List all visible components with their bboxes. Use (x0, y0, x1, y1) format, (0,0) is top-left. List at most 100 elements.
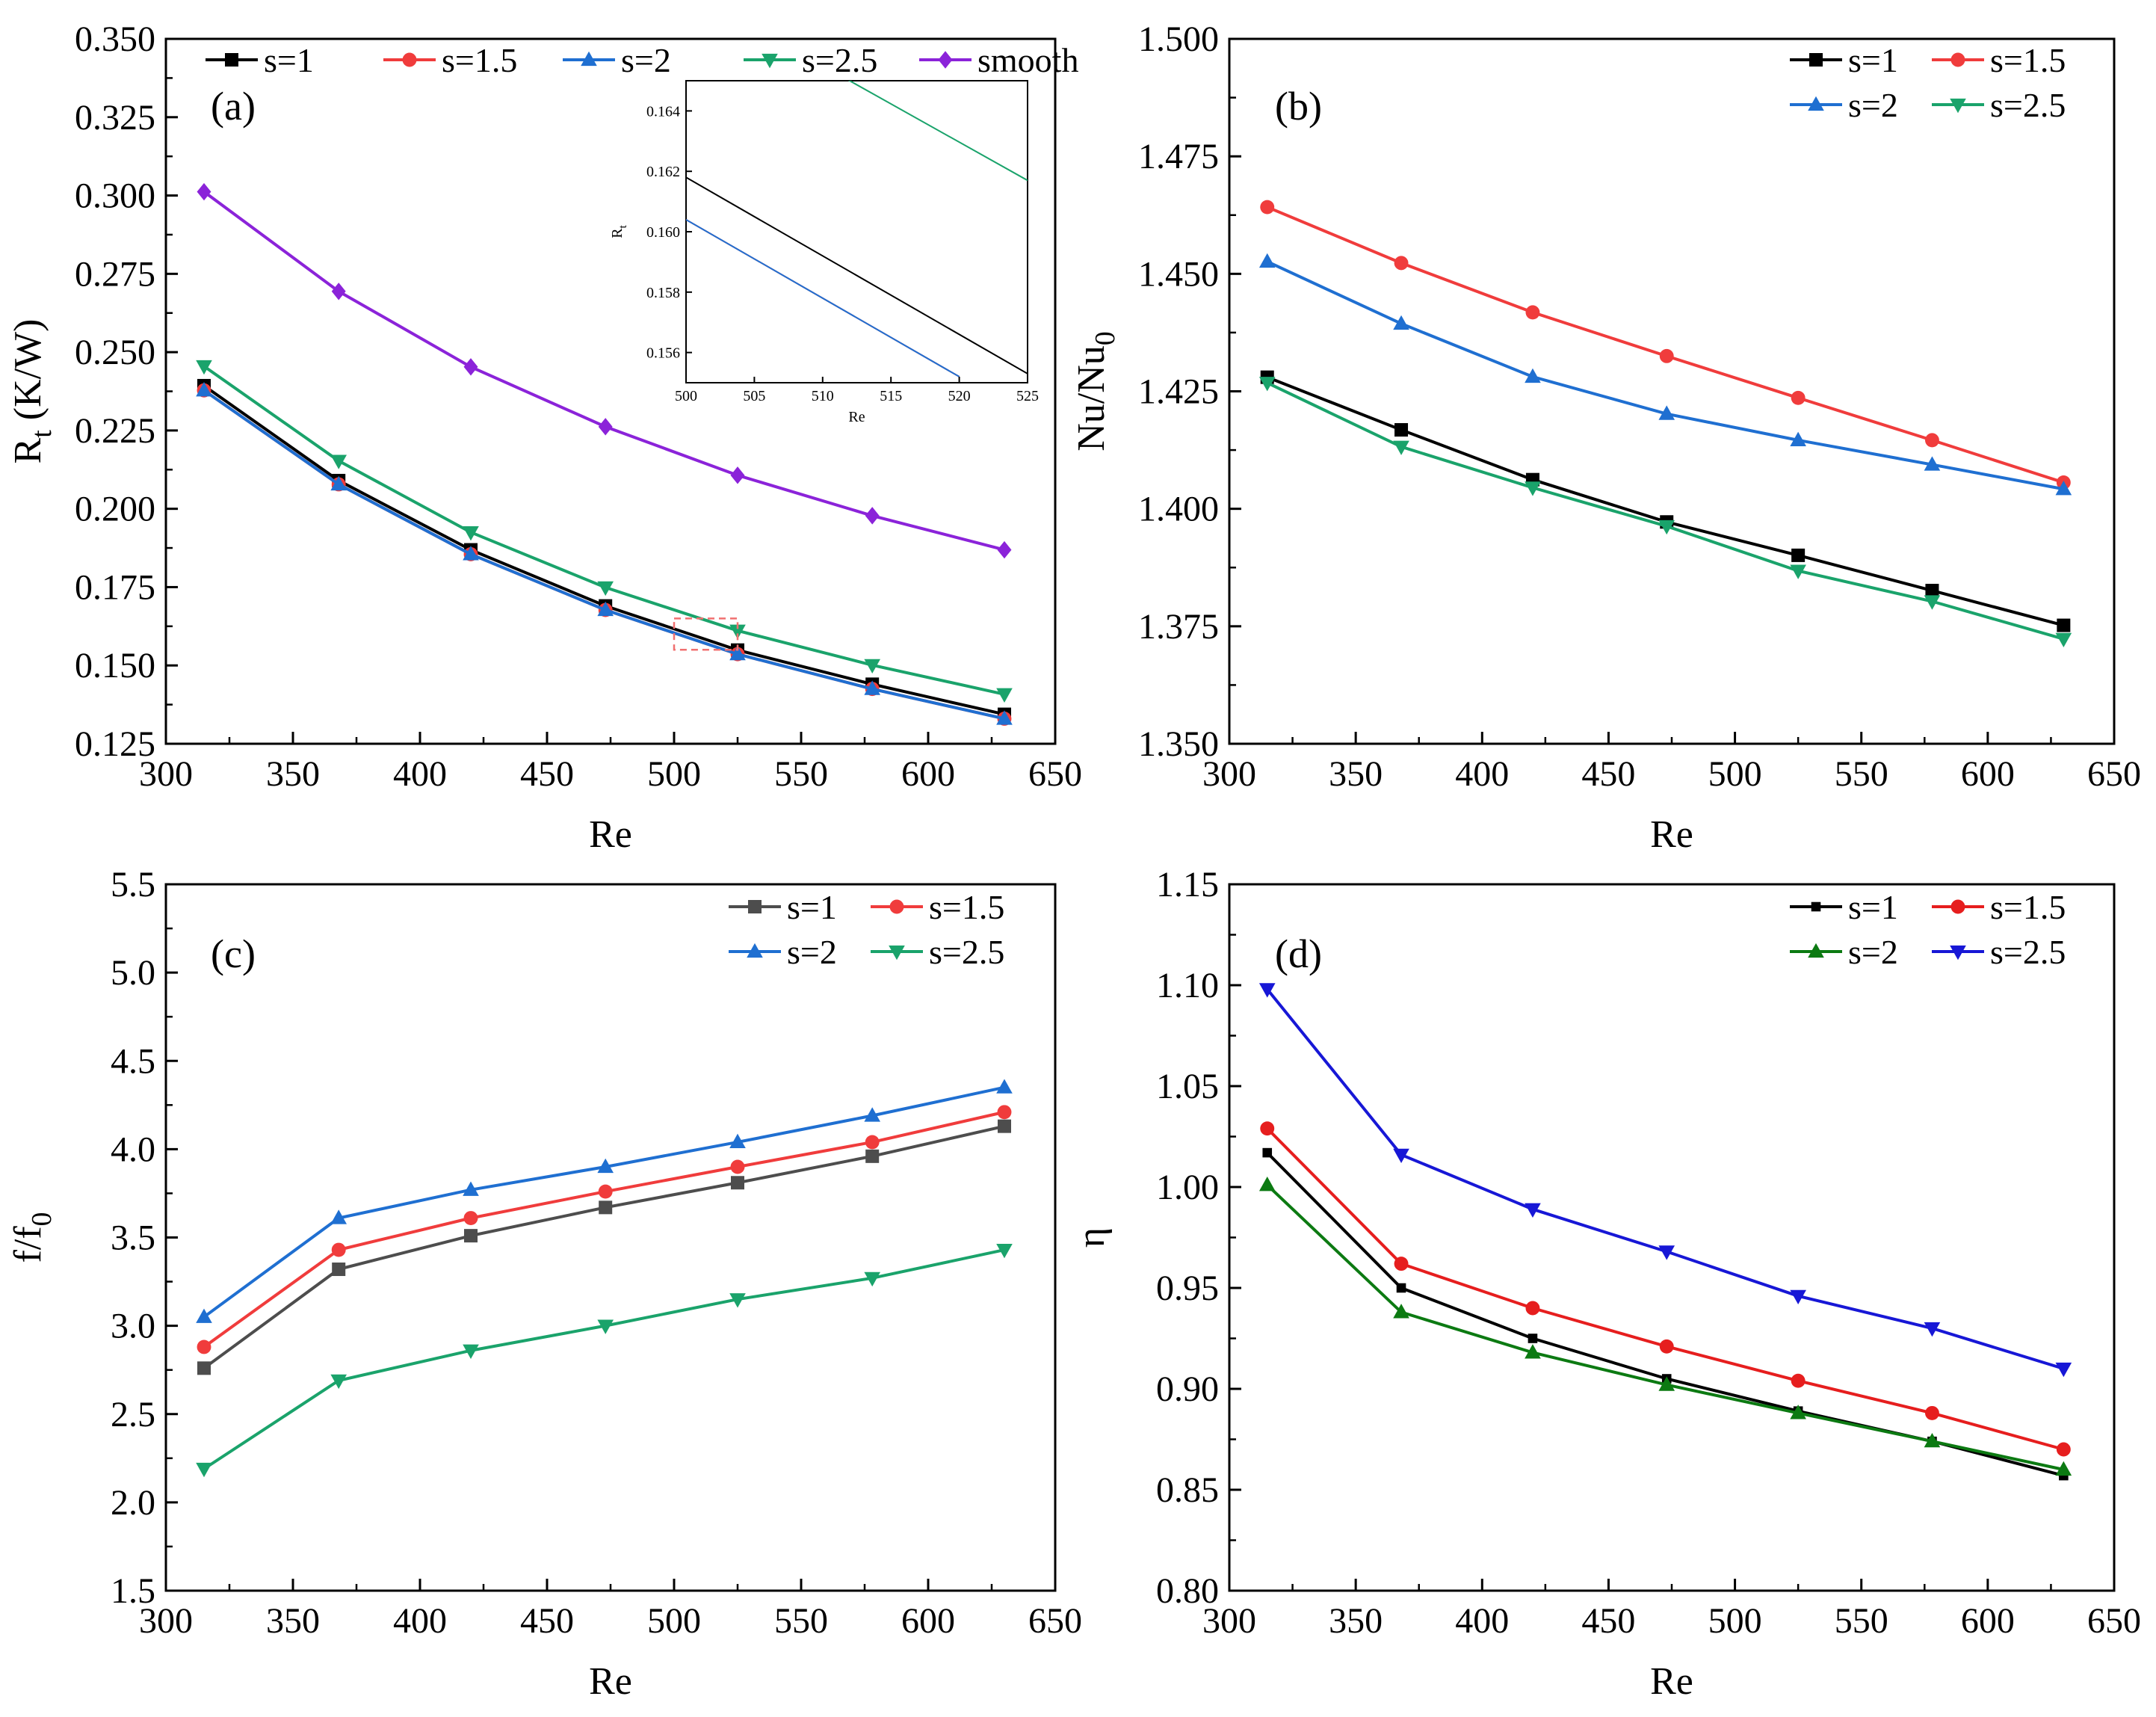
y-tick-label: 0.85 (1156, 1470, 1219, 1510)
x-tick-label: 600 (1961, 1601, 2015, 1641)
x-tick-label: 650 (1028, 1601, 1082, 1641)
legend-entry: s=2 (1848, 86, 1898, 124)
data-point (463, 1211, 478, 1225)
legend-entry: s=1 (1848, 41, 1898, 79)
data-point (1393, 1148, 1409, 1164)
inset-x-tick-label: 500 (675, 388, 697, 404)
data-point (1260, 1121, 1275, 1136)
x-tick-label: 350 (1329, 754, 1383, 794)
y-tick-label: 0.125 (75, 724, 155, 764)
x-tick-label: 500 (647, 1601, 701, 1641)
y-axis-label-subscript: 0 (26, 1212, 58, 1226)
inset-y-tick-label: 0.164 (646, 103, 680, 120)
y-axis-label-subscript: 0 (1090, 331, 1121, 345)
y-tick-label: 1.15 (1156, 865, 1219, 904)
data-point (865, 1149, 880, 1163)
data-point (598, 1184, 613, 1199)
data-point (1528, 1334, 1538, 1343)
legend-marker (1950, 899, 1965, 914)
inset-y-axis-label: Rt (609, 224, 629, 238)
x-tick-label: 300 (139, 1601, 193, 1641)
data-point (2055, 632, 2072, 648)
data-point (1791, 390, 1806, 405)
data-point (729, 1293, 746, 1308)
data-point (864, 1107, 880, 1122)
y-axis-label-main: Nu/Nu (1070, 345, 1113, 451)
legend-entry: s=1 (1848, 888, 1898, 926)
y-tick-label: 1.500 (1138, 19, 1219, 59)
data-point (196, 1308, 212, 1323)
y-axis-label-unit: (K/W) (7, 319, 49, 431)
chart-panel-c: 300 350 400 450 500 550 600 650 1.5 2.0 2.5 3.0 3.5 4… (7, 865, 1082, 1703)
legend-marker (1808, 943, 1824, 958)
legend-marker (938, 51, 953, 69)
y-tick-label: 0.250 (75, 333, 155, 372)
data-point (730, 466, 745, 484)
data-point (1393, 440, 1409, 455)
x-tick-label: 400 (1455, 1601, 1509, 1641)
data-point (1790, 564, 1806, 579)
y-tick-label: 0.90 (1156, 1369, 1219, 1409)
y-axis-label-main: R (7, 437, 49, 463)
inset-y-axis-label-main: R (609, 228, 626, 238)
panel-label: (d) (1275, 931, 1322, 976)
data-point (1924, 1405, 1939, 1420)
legend-marker (762, 53, 778, 69)
x-tick-label: 500 (1708, 1601, 1762, 1641)
inset-x-tick-label: 515 (880, 388, 902, 404)
data-point (997, 540, 1012, 559)
data-point (196, 360, 212, 375)
data-point (330, 475, 347, 491)
x-tick-label: 450 (520, 1601, 574, 1641)
y-tick-label: 4.5 (111, 1041, 155, 1081)
series-s-1-5 (1260, 1121, 2071, 1457)
y-tick-label: 1.475 (1138, 137, 1219, 176)
data-point (729, 1133, 746, 1149)
inset-x-tick-label: 510 (812, 388, 834, 404)
data-point (865, 507, 880, 525)
inset-x-tick-label: 525 (1016, 388, 1039, 404)
data-point (998, 1119, 1011, 1133)
y-tick-label: 0.95 (1156, 1269, 1219, 1308)
data-point (1394, 256, 1409, 271)
series-s-2-5 (1258, 983, 2072, 1378)
data-point (1659, 1339, 1674, 1354)
series-s-2-5 (1258, 377, 2072, 648)
data-point (599, 1200, 613, 1215)
data-point (1791, 548, 1806, 562)
inset-y-axis-label-subscript: t (617, 224, 629, 228)
legend: s=1 s=1.5 s=2 s=2.5 (729, 888, 1004, 971)
legend-marker (1811, 901, 1821, 912)
inset-series-line (847, 81, 1028, 182)
data-point (196, 1462, 212, 1478)
legend-entry: s=2.5 (802, 41, 877, 79)
y-tick-label: 2.0 (111, 1483, 155, 1523)
legend-marker (748, 900, 762, 913)
data-point (1525, 1203, 1541, 1218)
y-axis-label: Nu/Nu0 (1070, 331, 1121, 451)
x-tick-label: 650 (1028, 754, 1082, 794)
series-s-1 (197, 1119, 1011, 1375)
data-point (197, 1361, 211, 1375)
data-point (2055, 1362, 2072, 1378)
data-point (332, 1263, 346, 1277)
x-tick-label: 650 (2087, 754, 2141, 794)
y-tick-label: 1.00 (1156, 1168, 1219, 1207)
x-tick-label: 400 (393, 1601, 447, 1641)
data-point (330, 1209, 347, 1224)
data-point (1525, 1301, 1540, 1316)
x-axis-label: Re (589, 813, 632, 856)
inset-y-tick-label: 0.162 (646, 164, 680, 180)
legend: s=1 s=1.5 s=2 s=2.5 (1790, 41, 2066, 124)
data-point (1658, 1376, 1675, 1391)
x-tick-label: 350 (1329, 1601, 1383, 1641)
x-tick-label: 650 (2087, 1601, 2141, 1641)
legend: s=1 s=1.5 s=2 s=2.5 smooth (206, 41, 1078, 79)
data-point (597, 601, 614, 617)
y-tick-label: 1.450 (1138, 254, 1219, 294)
data-point (996, 1079, 1013, 1094)
data-point (865, 1135, 880, 1150)
y-tick-label: 3.0 (111, 1307, 155, 1346)
inset-series-line (686, 218, 960, 377)
data-point (2057, 618, 2071, 632)
